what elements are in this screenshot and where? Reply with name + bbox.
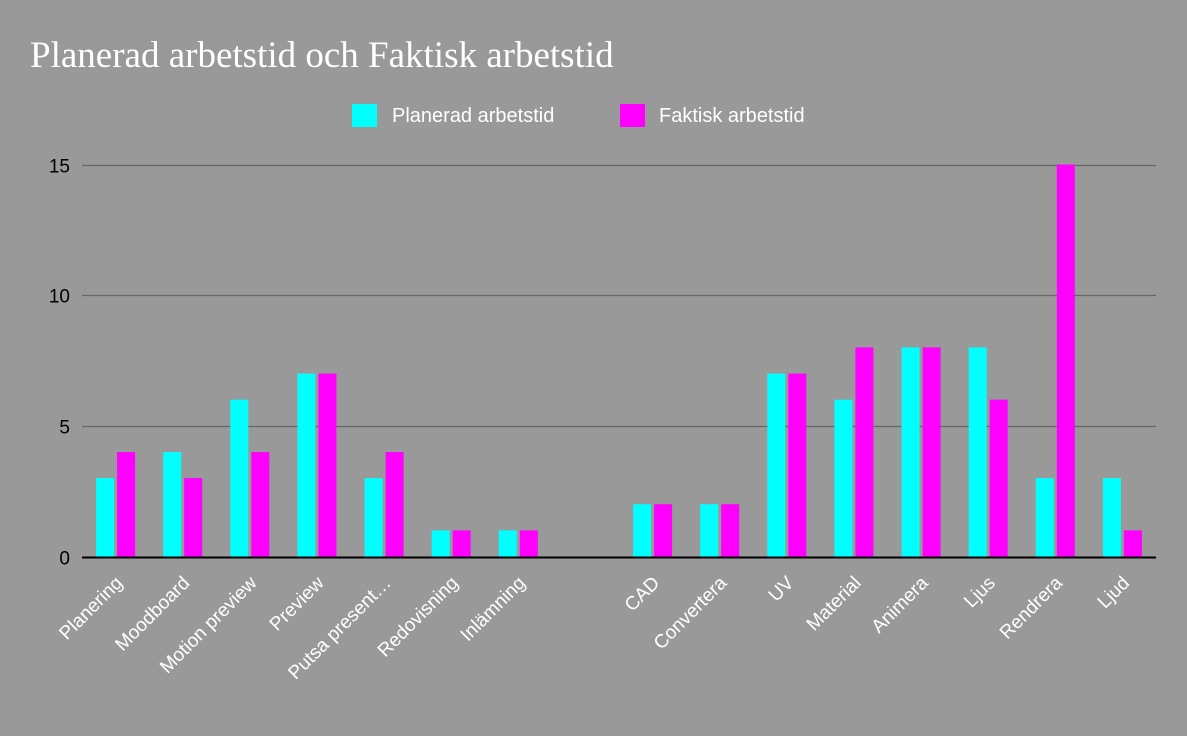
bar-faktisk [117,452,136,557]
bar-planerad [498,530,517,557]
bar-planerad [96,478,115,557]
x-category-label: Material [803,573,866,636]
bar-faktisk [1123,530,1142,557]
x-category-label: CAD [621,573,664,616]
bar-planerad [431,530,450,557]
x-category-label: Rendrera [996,572,1067,643]
bar-planerad [700,504,719,557]
bar-faktisk [922,347,941,557]
chart-title: Planerad arbetstid och Faktisk arbetstid [30,35,614,76]
legend-label: Faktisk arbetstid [659,105,805,127]
bars [96,164,1142,557]
bar-planerad [1035,478,1054,557]
x-category-label: UV [765,572,799,606]
y-tick-label: 15 [49,157,70,178]
bar-faktisk [385,452,404,557]
bar-planerad [1102,478,1121,557]
bar-faktisk [318,373,337,557]
bar-faktisk [452,530,471,557]
legend-swatch [352,104,377,127]
y-tick-label: 5 [59,418,70,439]
bar-planerad [230,399,249,557]
bar-planerad [364,478,383,557]
x-category-label: Convertera [650,572,732,654]
bar-planerad [163,452,182,557]
bar-planerad [901,347,920,557]
y-axis-ticks: 0 5 10 15 [49,157,70,570]
y-tick-label: 10 [49,287,70,308]
gridlines [82,164,1156,559]
bar-planerad [633,504,652,557]
x-category-label: Animera [868,572,933,637]
bar-faktisk [654,504,673,557]
bar-faktisk [519,530,538,557]
x-category-label: Ljud [1094,573,1134,613]
bar-faktisk [721,504,740,557]
bar-faktisk [184,478,203,557]
bar-faktisk [989,399,1008,557]
bar-faktisk [251,452,270,557]
bar-faktisk [788,373,807,557]
legend-swatch [620,104,645,127]
x-category-label: Planering [55,573,127,645]
legend-label: Planerad arbetstid [392,105,554,127]
bar-faktisk [1056,164,1075,557]
x-category-label: Preview [266,572,329,635]
x-category-label: Ljus [960,573,999,612]
legend: Planerad arbetstid Faktisk arbetstid [352,104,805,127]
bar-planerad [968,347,987,557]
bar-planerad [767,373,786,557]
y-tick-label: 0 [59,549,70,570]
x-category-label: Inlämning [457,573,530,646]
bar-planerad [834,399,853,557]
bar-planerad [297,373,316,557]
bar-faktisk [855,347,874,557]
